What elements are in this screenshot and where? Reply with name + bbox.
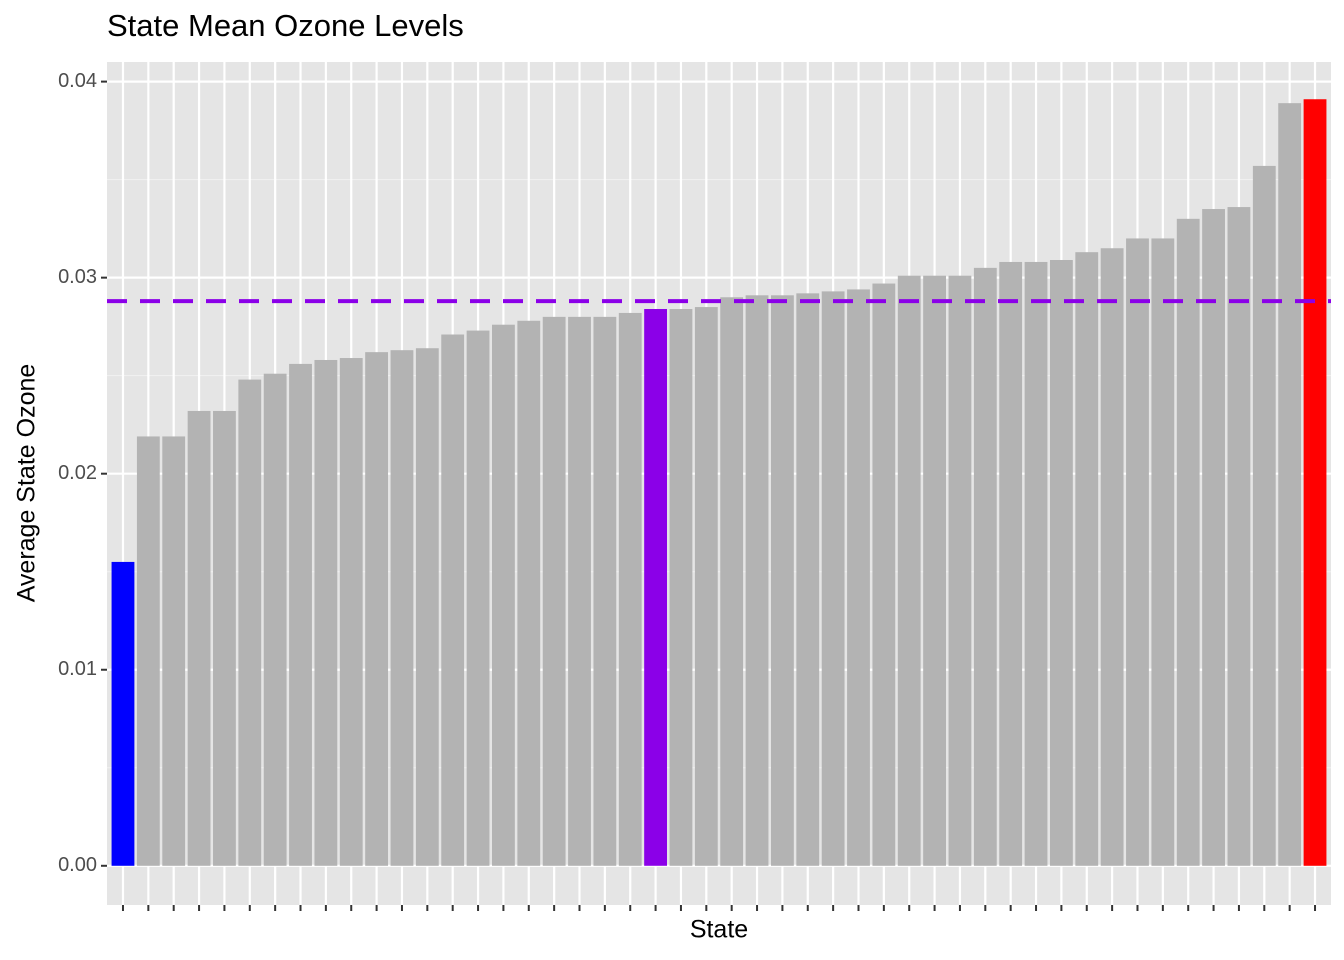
bar [796, 293, 820, 866]
bar [568, 316, 591, 866]
bar [263, 373, 287, 866]
bar [1151, 238, 1175, 866]
bar [1024, 261, 1048, 866]
bar [441, 334, 465, 866]
bar [1202, 209, 1225, 866]
bar [1227, 207, 1251, 866]
bar [821, 291, 845, 866]
bar [618, 312, 642, 866]
y-tick-label: 0.01 [58, 658, 97, 680]
bar [973, 267, 997, 866]
y-axis-label: Average State Ozone [13, 364, 41, 603]
bar [339, 358, 363, 866]
bar [1176, 218, 1200, 866]
bar [289, 363, 312, 866]
bar [1278, 103, 1302, 866]
bar [238, 379, 262, 866]
bar [1075, 252, 1099, 866]
bar [593, 316, 617, 866]
bar [694, 307, 718, 866]
bar [390, 350, 414, 866]
bar [770, 295, 794, 866]
bar [1303, 99, 1327, 866]
bar [136, 436, 160, 866]
y-tick-label: 0.03 [58, 266, 97, 288]
y-tick-label: 0.02 [58, 462, 97, 484]
bar [111, 561, 135, 866]
bar [162, 436, 186, 866]
bar [999, 261, 1023, 866]
bar [948, 275, 972, 866]
bar [1252, 165, 1276, 866]
bar [492, 324, 515, 866]
bar [415, 348, 439, 866]
bar [1126, 238, 1149, 866]
bar [213, 410, 236, 866]
bar [1100, 248, 1124, 866]
bar [314, 359, 338, 866]
bar [1049, 260, 1073, 866]
bar [897, 275, 921, 866]
bar [365, 352, 389, 866]
bar [644, 309, 668, 866]
chart-title: State Mean Ozone Levels [107, 8, 464, 43]
x-axis-label: State [690, 916, 748, 944]
bar [872, 283, 896, 866]
bar [187, 410, 211, 866]
bar [517, 320, 541, 866]
bar [745, 295, 769, 866]
bar [669, 309, 693, 866]
y-tick-label: 0.00 [58, 854, 97, 876]
bar [542, 316, 566, 866]
bar [847, 289, 870, 866]
y-tick-label: 0.04 [58, 70, 97, 92]
bar [923, 275, 946, 866]
bar [720, 297, 744, 866]
bar [466, 330, 490, 866]
